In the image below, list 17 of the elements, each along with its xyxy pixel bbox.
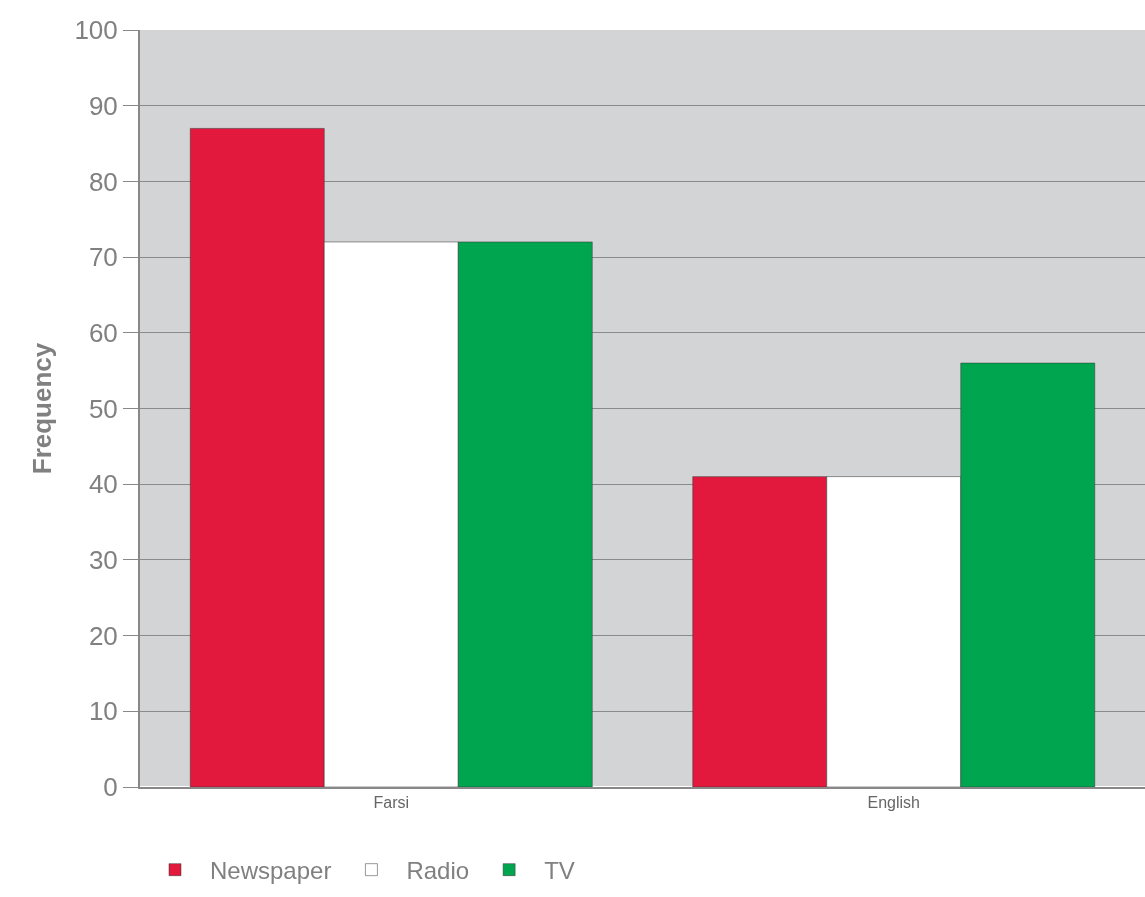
- y-tick-label: 40: [88, 469, 118, 500]
- y-tick-label: 10: [88, 696, 118, 727]
- y-tick-label: 20: [88, 620, 118, 651]
- y-tick-label: 0: [103, 772, 118, 803]
- y-tick-label: 80: [88, 166, 118, 197]
- y-tick-label: 90: [88, 90, 118, 121]
- y-axis-title: Frequency: [27, 342, 58, 475]
- y-tick-label: 30: [88, 545, 118, 575]
- legend-label: Radio: [406, 857, 470, 885]
- legend-label: TV: [544, 857, 575, 885]
- y-tick-label: 60: [88, 317, 118, 348]
- y-tick-label: 100: [74, 15, 118, 46]
- y-tick-label: 50: [88, 393, 118, 424]
- y-tick-label: 70: [88, 242, 118, 273]
- x-tick-label: Farsi: [373, 794, 410, 812]
- x-tick-label: English: [867, 794, 920, 812]
- legend-label: Newspaper: [210, 857, 332, 885]
